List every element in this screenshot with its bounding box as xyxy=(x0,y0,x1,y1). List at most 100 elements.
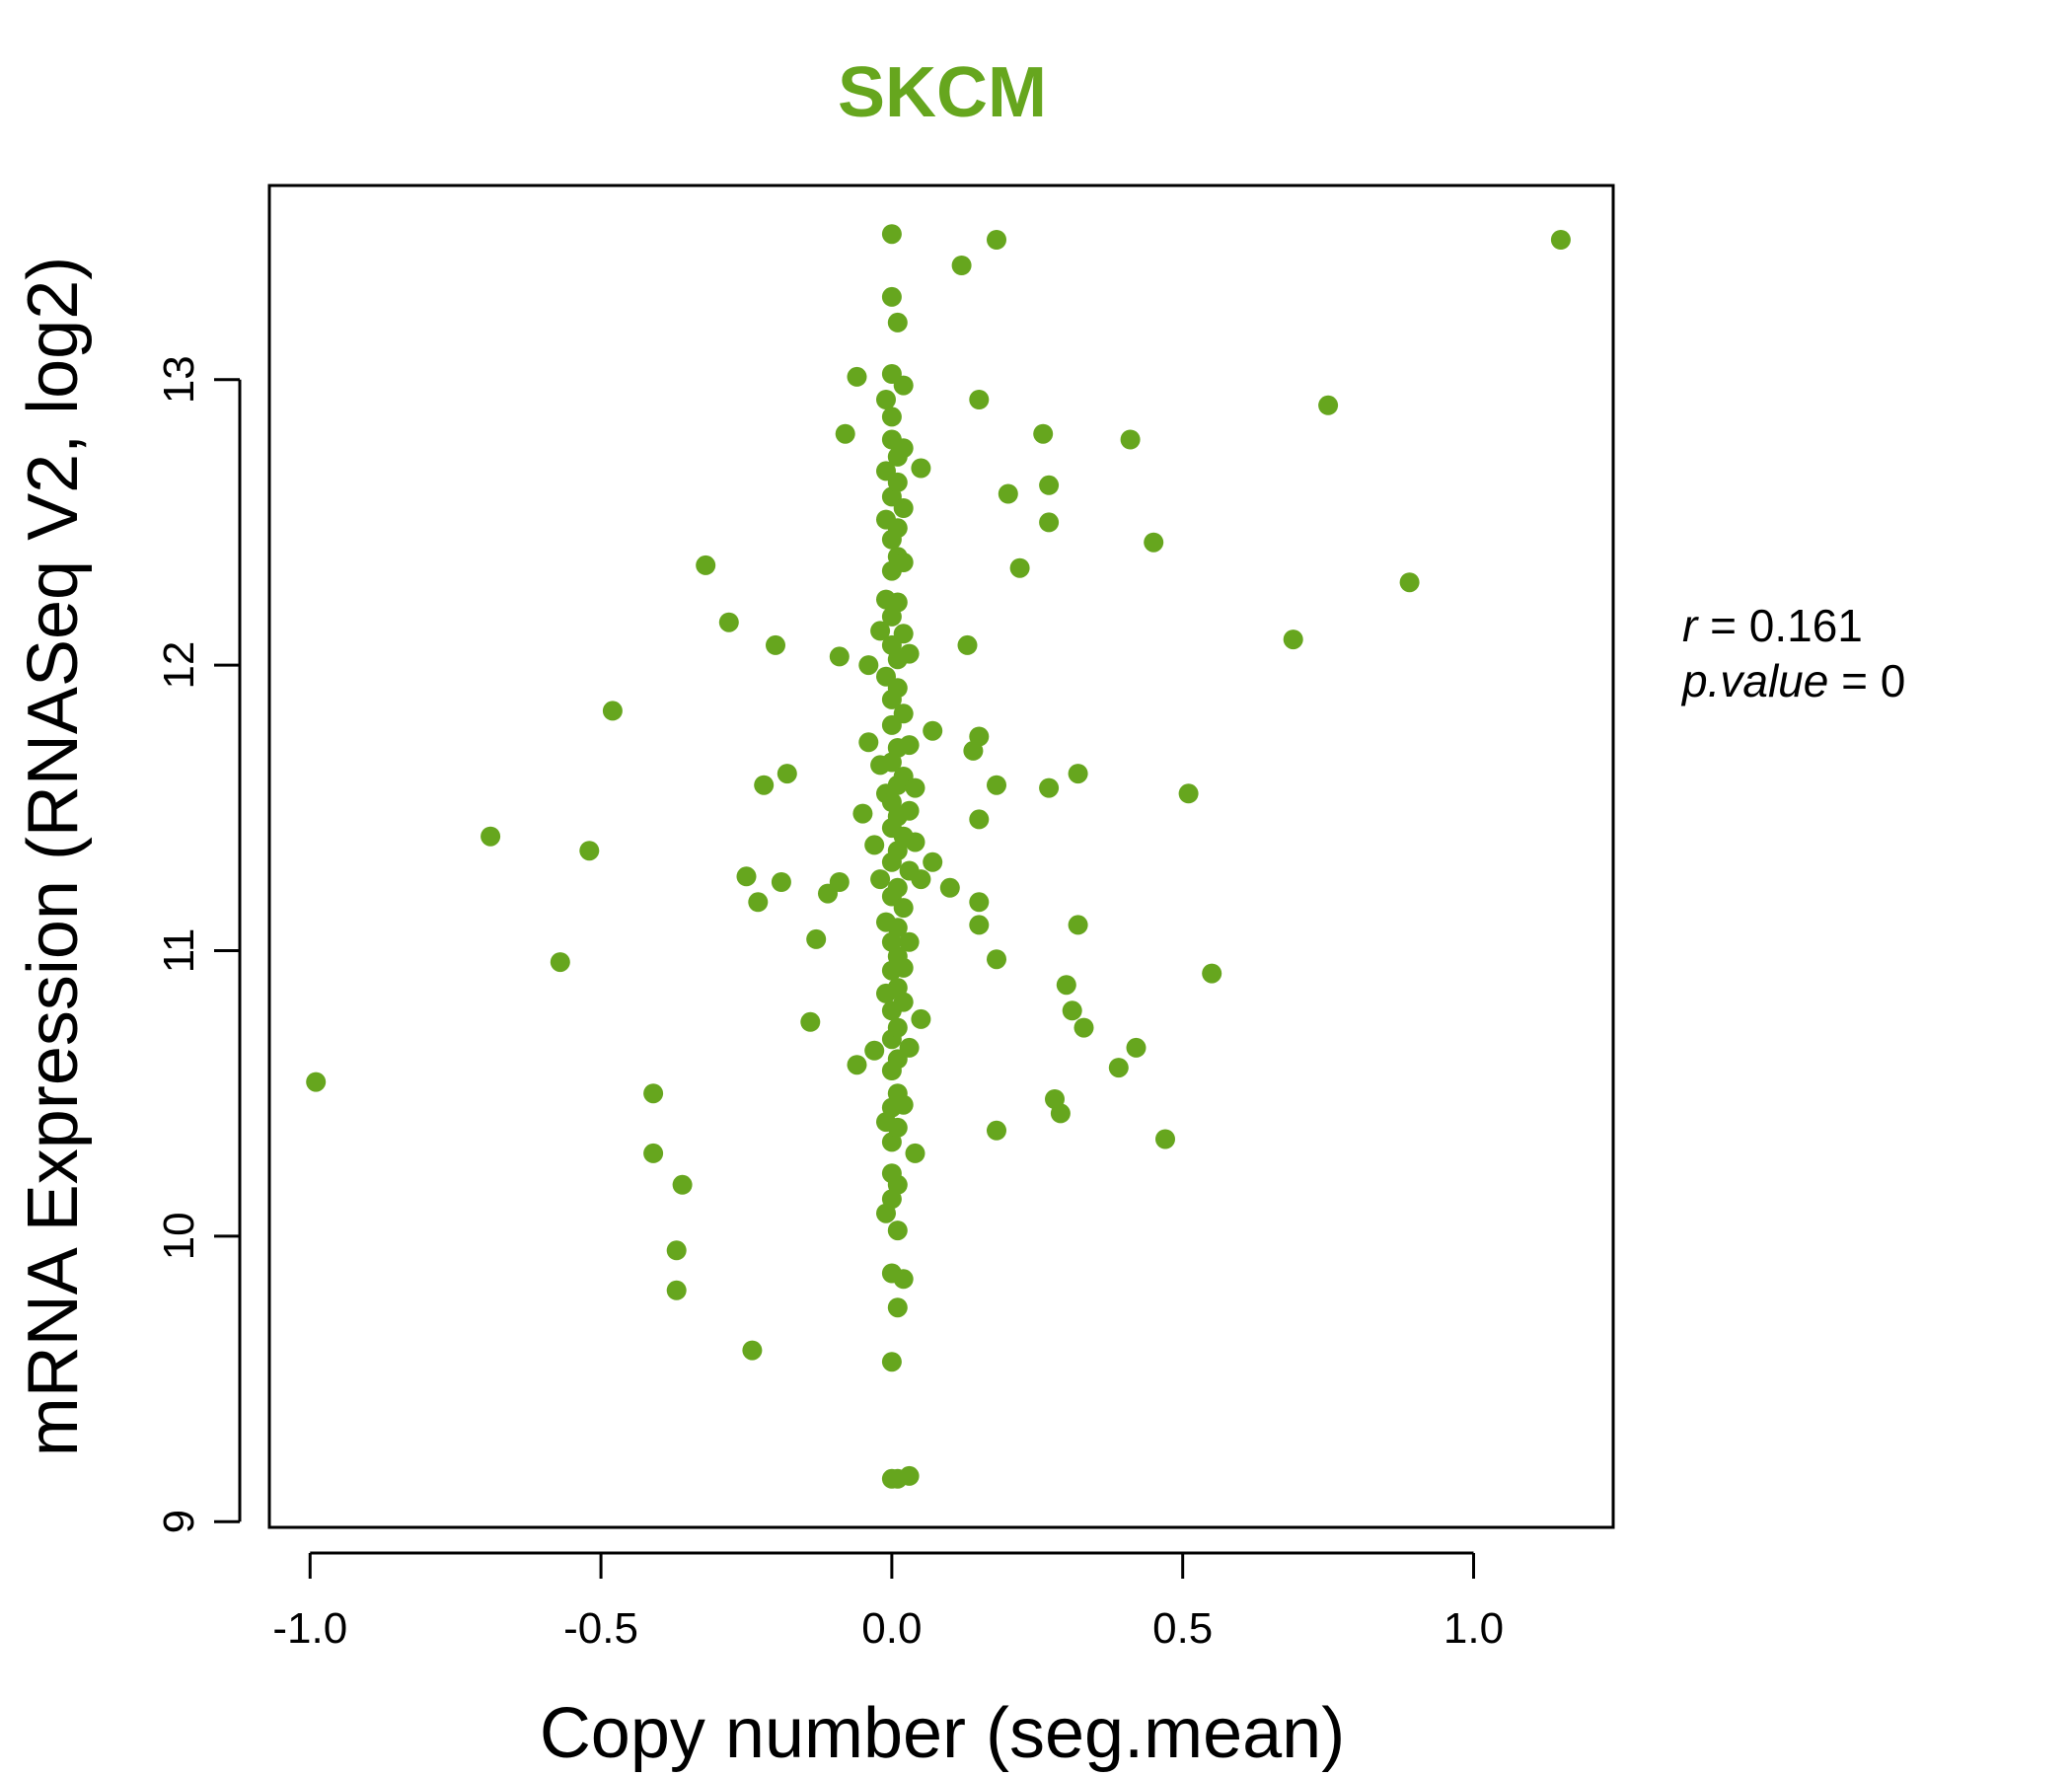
data-point xyxy=(1056,975,1076,996)
y-tick-label: 12 xyxy=(155,641,203,690)
data-point xyxy=(881,224,902,245)
data-point xyxy=(899,735,920,756)
x-tick-label: -1.0 xyxy=(272,1604,347,1653)
data-point xyxy=(881,407,902,427)
data-point xyxy=(893,1094,914,1115)
data-point xyxy=(881,286,902,307)
data-point xyxy=(1399,572,1420,593)
x-axis-title: Copy number (seg.mean) xyxy=(540,1694,1345,1773)
correlation-annotation: r = 0.161 p.value = 0 xyxy=(1680,600,1905,706)
data-point xyxy=(829,872,850,892)
data-point xyxy=(806,928,827,949)
data-point xyxy=(1108,1058,1129,1078)
data-point xyxy=(987,949,1006,970)
data-point xyxy=(887,472,908,492)
data-point xyxy=(969,809,990,830)
data-point xyxy=(887,1221,908,1241)
data-point xyxy=(987,1120,1006,1141)
plot-frame xyxy=(267,184,1615,1529)
data-point xyxy=(893,498,914,518)
data-point xyxy=(870,869,891,890)
data-point xyxy=(742,1340,763,1361)
x-tick-label: 0.0 xyxy=(861,1604,922,1653)
data-point xyxy=(1126,1037,1147,1058)
data-point xyxy=(643,1083,664,1104)
p-value: 0 xyxy=(1881,655,1906,706)
data-point xyxy=(969,915,990,935)
data-point xyxy=(887,1117,908,1138)
data-point xyxy=(911,1008,931,1029)
r-label: r xyxy=(1682,600,1699,651)
data-point xyxy=(666,1240,687,1261)
chart-title: SKCM xyxy=(838,53,1047,132)
data-point xyxy=(1068,915,1088,935)
data-point xyxy=(893,438,914,459)
data-point xyxy=(800,1011,821,1032)
data-point xyxy=(852,803,873,824)
data-point xyxy=(748,892,769,913)
data-point xyxy=(835,423,855,444)
data-points xyxy=(306,224,1571,1489)
data-point xyxy=(666,1280,687,1300)
data-point xyxy=(771,872,791,892)
data-point xyxy=(893,375,914,396)
data-point xyxy=(987,775,1006,795)
data-point xyxy=(1039,475,1060,495)
data-point xyxy=(893,898,914,919)
data-point xyxy=(876,390,896,409)
data-point xyxy=(864,835,885,855)
data-point xyxy=(1068,764,1088,784)
data-point xyxy=(969,892,990,913)
y-tick-label: 10 xyxy=(155,1212,203,1260)
data-point xyxy=(987,230,1006,250)
data-point xyxy=(887,592,908,613)
data-point xyxy=(887,1174,908,1195)
data-point xyxy=(1178,783,1199,804)
r-value: 0.161 xyxy=(1749,600,1863,651)
x-tick-label: 1.0 xyxy=(1443,1604,1504,1653)
data-point xyxy=(643,1143,664,1163)
data-point xyxy=(777,764,797,784)
data-point xyxy=(1039,777,1060,798)
data-point xyxy=(736,866,757,887)
data-point xyxy=(887,1017,908,1038)
x-tick-label: 0.5 xyxy=(1152,1604,1213,1653)
data-point xyxy=(893,703,914,724)
data-point xyxy=(893,553,914,572)
data-point xyxy=(718,612,739,632)
data-point xyxy=(858,655,879,676)
data-point xyxy=(1283,629,1303,650)
data-point xyxy=(957,634,978,655)
data-point xyxy=(887,918,908,938)
data-point xyxy=(905,777,925,798)
data-point xyxy=(881,1352,902,1372)
data-point xyxy=(1062,1000,1082,1021)
r-stat-line: r = 0.161 xyxy=(1682,600,1863,651)
data-point xyxy=(905,1143,925,1163)
data-point xyxy=(1009,557,1030,578)
data-point xyxy=(829,646,850,667)
data-point xyxy=(911,869,931,890)
data-point xyxy=(672,1174,693,1195)
data-point xyxy=(870,621,891,641)
data-point xyxy=(893,957,914,978)
y-tick-label: 9 xyxy=(155,1510,203,1533)
data-point xyxy=(1318,395,1339,415)
data-point xyxy=(899,800,920,821)
data-point xyxy=(306,1072,327,1092)
data-point xyxy=(887,518,908,539)
p-equals: = xyxy=(1828,655,1880,706)
data-point xyxy=(969,726,990,747)
data-point xyxy=(899,1465,920,1486)
data-point xyxy=(1144,532,1164,553)
data-point xyxy=(899,1037,920,1058)
data-point xyxy=(1155,1129,1175,1149)
data-point xyxy=(847,1055,867,1075)
data-point xyxy=(893,1269,914,1290)
data-point xyxy=(923,851,943,872)
data-point xyxy=(887,312,908,333)
data-point xyxy=(1050,1103,1071,1124)
data-point xyxy=(939,877,960,898)
